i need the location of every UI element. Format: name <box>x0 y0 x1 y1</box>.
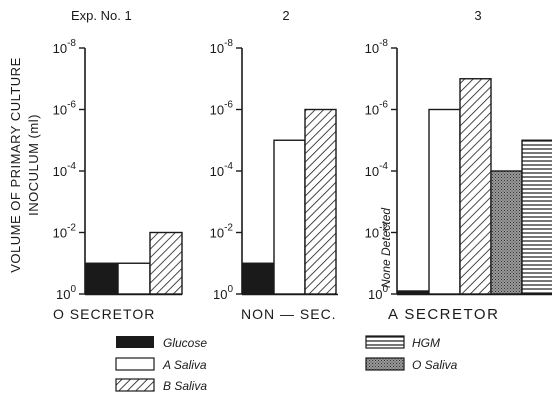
y-tick-label: 10-4 <box>210 161 234 179</box>
bar-a-saliva-panel-2 <box>273 139 306 295</box>
y-tick-label: 100 <box>213 284 233 302</box>
legend-label-glucose: Glucose <box>163 336 207 350</box>
y-tick-label: 10-2 <box>210 223 234 241</box>
tick-labels: 100 10-2 10-4 10-6 10-8 100 10-2 10-4 10-6 10-8 10… <box>53 38 389 302</box>
panel-1-group-label: O SECRETOR <box>53 306 155 322</box>
legend: Glucose A Saliva B Saliva HGM O Saliva <box>115 335 458 393</box>
legend-swatch-o-saliva <box>365 357 405 371</box>
legend-label-hgm: HGM <box>412 336 440 350</box>
y-tick-label: 10-6 <box>365 100 389 118</box>
y-axis-title-line1: VOLUME OF PRIMARY CULTURE <box>8 57 23 272</box>
y-tick-label: 10-2 <box>365 223 389 241</box>
y-tick-label: 10-4 <box>53 161 77 179</box>
bar-glucose-panel-1 <box>85 262 119 295</box>
legend-swatch-a-saliva <box>115 357 155 371</box>
legend-item-hgm: HGM <box>365 335 440 350</box>
bar-a-saliva-panel-3 <box>428 108 461 295</box>
y-tick-label: 100 <box>368 284 388 302</box>
legend-swatch-glucose <box>116 336 154 348</box>
legend-item-glucose: Glucose <box>116 336 207 350</box>
legend-label-o-saliva: O Saliva <box>412 358 458 372</box>
y-tick-label: 10-8 <box>53 38 77 56</box>
panel-3-group-label: A SECRETOR <box>388 306 499 323</box>
bar-hgm-panel-3 <box>521 139 552 295</box>
y-tick-label: 100 <box>56 284 76 302</box>
y-tick-label: 10-2 <box>53 223 77 241</box>
legend-swatch-b-saliva <box>115 378 155 392</box>
bars <box>85 78 552 295</box>
bar-b-saliva-panel-3 <box>459 78 492 295</box>
bar-b-saliva-panel-2 <box>304 108 337 295</box>
y-tick-label: 10-8 <box>365 38 389 56</box>
legend-item-a-saliva: A Saliva <box>115 357 207 372</box>
panel-2-group-label: NON — SEC. <box>241 306 337 322</box>
legend-item-b-saliva: B Saliva <box>115 378 207 393</box>
bar-b-saliva-panel-1 <box>149 231 183 295</box>
bar-glucose-panel-3 <box>397 290 430 295</box>
y-tick-label: 10-4 <box>365 161 389 179</box>
panel-2-title: 2 <box>282 8 289 23</box>
y-tick-label: 10-8 <box>210 38 234 56</box>
bar-glucose-panel-2 <box>242 262 275 295</box>
bar-o-saliva-panel-3 <box>490 170 523 295</box>
panel-3-title: 3 <box>474 8 481 23</box>
legend-label-b-saliva: B Saliva <box>163 379 207 393</box>
legend-label-a-saliva: A Saliva <box>162 358 207 372</box>
y-axis-title-line2: INOCULUM (ml) <box>26 114 41 216</box>
legend-swatch-hgm <box>365 335 405 349</box>
y-tick-label: 10-6 <box>210 100 234 118</box>
none-detected-annotation: None Detected <box>379 208 393 288</box>
panel-1-title: Exp. No. 1 <box>71 8 132 23</box>
y-tick-label: 10-6 <box>53 100 77 118</box>
bar-a-saliva-panel-1 <box>117 262 151 295</box>
legend-item-o-saliva: O Saliva <box>365 357 458 372</box>
